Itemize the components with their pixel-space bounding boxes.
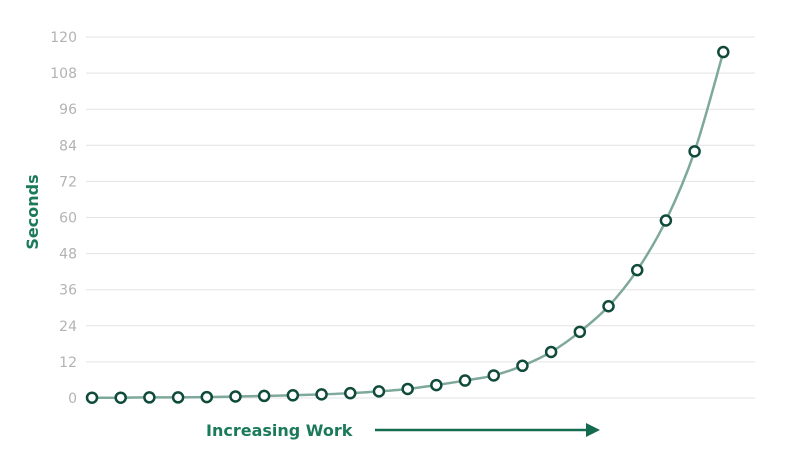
data-point: [630, 263, 644, 277]
data-point: [344, 386, 357, 400]
y-tick-label: 96: [59, 102, 77, 118]
y-tick-label: 36: [59, 283, 77, 299]
series: [85, 45, 730, 404]
data-point: [401, 382, 414, 396]
data-point: [717, 45, 730, 59]
data-point: [85, 391, 99, 404]
y-axis-tick-labels: 0 12 24 36 48 60 72 84 96 108 120: [50, 30, 77, 407]
y-tick-label: 60: [59, 211, 77, 227]
data-point: [200, 390, 214, 404]
data-point: [286, 389, 300, 402]
y-tick-label: 48: [59, 247, 77, 263]
gridlines: [86, 36, 755, 399]
data-point: [602, 299, 615, 313]
data-point: [688, 145, 701, 158]
data-point: [659, 214, 673, 227]
series-line: [91, 51, 725, 399]
data-point: [573, 325, 587, 339]
data-point: [229, 390, 242, 403]
y-tick-label: 108: [50, 66, 77, 82]
x-axis-title: Increasing Work: [206, 421, 353, 440]
y-tick-label: 0: [68, 391, 77, 407]
data-point: [171, 391, 185, 404]
x-axis-arrow-icon: [586, 423, 600, 437]
x-axis-title-group: Increasing Work: [206, 421, 600, 440]
data-point: [458, 374, 472, 387]
y-tick-label: 84: [59, 138, 77, 154]
y-tick-label: 24: [59, 319, 77, 335]
data-point: [430, 378, 443, 392]
y-tick-label: 72: [59, 174, 77, 190]
data-point: [114, 391, 127, 404]
data-point: [315, 388, 328, 401]
y-tick-label: 12: [59, 355, 77, 371]
data-point: [516, 359, 529, 373]
y-axis-title: Seconds: [23, 174, 42, 249]
data-point: [487, 369, 500, 382]
data-point: [257, 389, 271, 403]
y-tick-label: 120: [50, 30, 77, 46]
data-point: [372, 385, 386, 398]
data-point: [544, 345, 558, 359]
data-point: [143, 391, 156, 404]
